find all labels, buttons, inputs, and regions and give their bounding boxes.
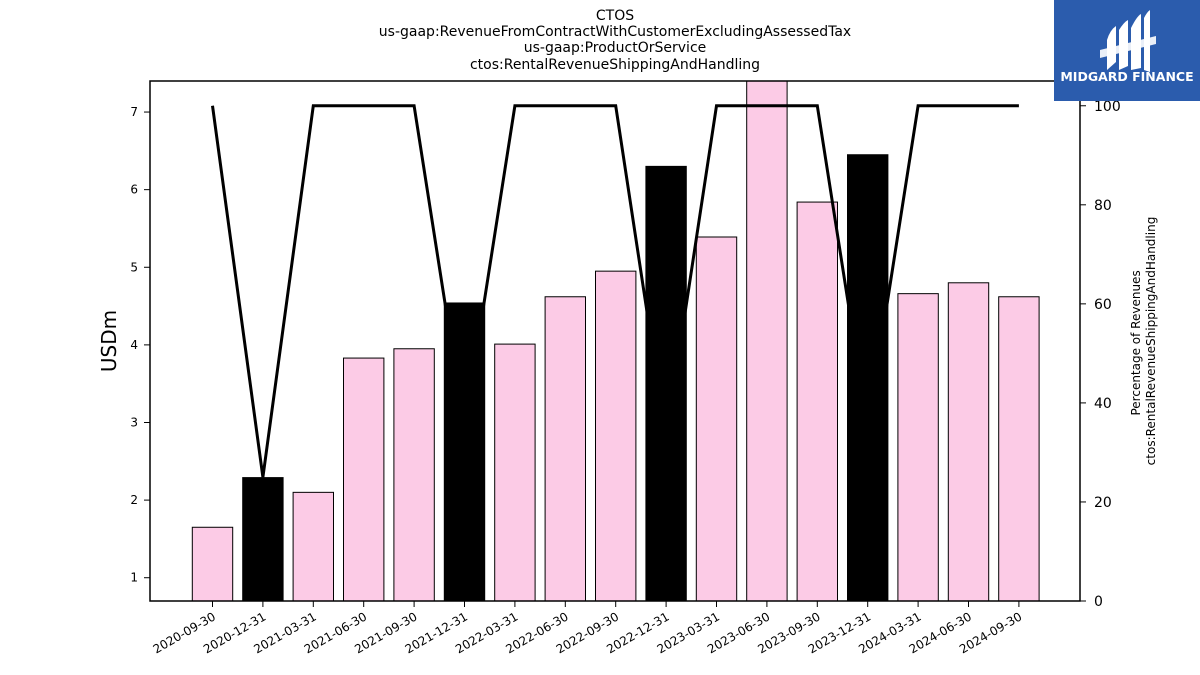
midgard-finance-logo: MIDGARD FINANCE [1054, 0, 1200, 101]
bar-2023-09-30 [796, 201, 838, 602]
y-axis-label-right-line-1: Percentage of Revenues [1129, 270, 1143, 415]
bar-2021-09-30 [393, 348, 435, 602]
logo-mark-icon [1100, 10, 1156, 72]
plot-frame [149, 80, 1081, 602]
bar-2021-03-31 [292, 491, 335, 602]
title-line-2: us-gaap:RevenueFromContractWithCustomerE… [379, 24, 851, 40]
y-tick-label-left-4: 4 [130, 338, 138, 352]
y-tick-label-right-40: 40 [1094, 396, 1112, 412]
bar-series [191, 80, 1040, 602]
title-line-1: CTOS [596, 8, 634, 24]
chart-title: CTOS us-gaap:RevenueFromContractWithCust… [379, 8, 851, 73]
y-axis-label-right-line-2: ctos:RentalRevenueShippingAndHandling [1144, 217, 1158, 466]
y-axis-label-left: USDm [97, 310, 121, 372]
bar-2022-06-30 [544, 296, 586, 602]
y-tick-label-left-5: 5 [130, 260, 138, 274]
y-axis-label-right: Percentage of Revenues ctos:RentalRevenu… [1129, 217, 1158, 466]
bar-2024-09-30 [998, 296, 1040, 602]
y-tick-label-right-20: 20 [1094, 495, 1112, 511]
bar-2020-12-31 [242, 477, 284, 602]
bar-2021-12-31 [443, 302, 486, 602]
y-tick-label-left-6: 6 [130, 183, 138, 197]
bar-2022-09-30 [595, 270, 637, 602]
title-line-4: ctos:RentalRevenueShippingAndHandling [470, 57, 760, 73]
bar-2021-06-30 [343, 357, 385, 602]
bar-2020-09-30 [191, 526, 234, 602]
y-tick-label-left-3: 3 [130, 415, 138, 429]
y-tick-label-right-0: 0 [1094, 594, 1103, 610]
percentage-line-series [211, 104, 1020, 478]
bar-2022-03-31 [494, 343, 536, 602]
bar-2023-12-31 [847, 154, 889, 602]
y-tick-label-right-80: 80 [1094, 198, 1112, 214]
bar-2022-12-31 [645, 165, 687, 602]
y-tick-label-left-1: 1 [130, 571, 138, 585]
y-tick-label-left-7: 7 [130, 105, 138, 119]
y-tick-label-left-2: 2 [130, 493, 138, 507]
bar-2023-06-30 [746, 80, 788, 602]
bar-2023-03-31 [695, 236, 738, 602]
logo-text: MIDGARD FINANCE [1060, 69, 1193, 84]
y-tick-label-right-100: 100 [1094, 99, 1121, 115]
title-line-3: us-gaap:ProductOrService [524, 40, 707, 56]
y-tick-label-right-60: 60 [1094, 297, 1112, 313]
bar-2024-03-31 [897, 293, 939, 602]
bar-2024-06-30 [947, 282, 990, 602]
